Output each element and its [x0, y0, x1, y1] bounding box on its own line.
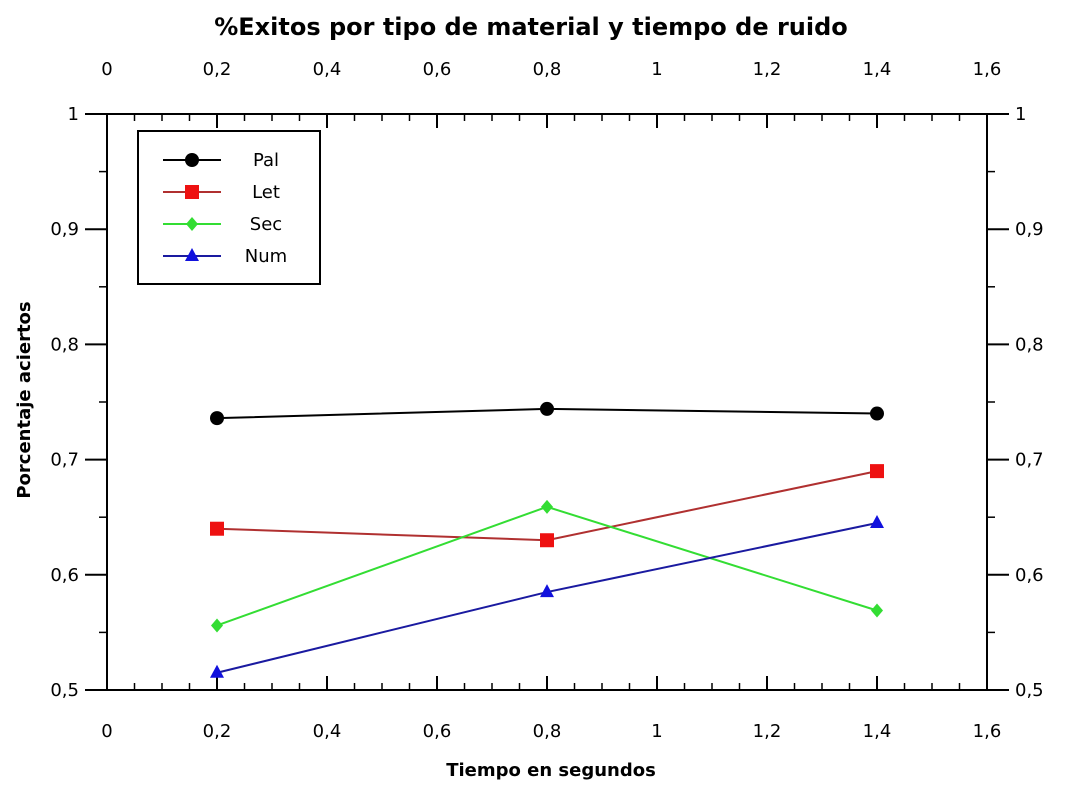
data-point-pal — [540, 401, 554, 416]
x-tick-label-top: 0,6 — [423, 59, 452, 80]
data-point-pal — [210, 411, 224, 426]
x-tick-label-bottom: 1,2 — [753, 721, 782, 742]
y-tick-label-left: 0,5 — [50, 680, 79, 701]
y-tick-label-right: 0,9 — [1015, 219, 1044, 240]
data-point-sec — [541, 499, 553, 514]
y-axis-title: Porcentaje aciertos — [14, 301, 35, 498]
x-tick-label-top: 1 — [651, 59, 662, 80]
x-tick-label-top: 1,2 — [753, 59, 782, 80]
legend-label-pal: Pal — [253, 150, 279, 171]
x-tick-label-top: 1,6 — [973, 59, 1002, 80]
y-tick-label-right: 1 — [1015, 104, 1026, 125]
axes-layer: 0 0 0,2 0,2 0,4 0,4 0,6 0,6 0,8 0,8 1 1 1,2 1,2 1,4 1,4… — [50, 59, 1043, 742]
x-tick-label-bottom: 0 — [101, 721, 112, 742]
data-point-let — [210, 521, 224, 536]
y-tick-label-right: 0,5 — [1015, 680, 1044, 701]
x-tick-label-bottom: 0,6 — [423, 721, 452, 742]
legend-marker-let — [185, 185, 199, 199]
legend-box — [137, 130, 321, 285]
y-tick-label-left: 0,8 — [50, 334, 79, 355]
x-tick-label-top: 1,4 — [863, 59, 892, 80]
y-tick-label-left: 1 — [68, 104, 79, 125]
data-point-let — [870, 464, 884, 479]
series-line-sec — [216, 505, 878, 627]
legend-label-num: Num — [245, 246, 287, 267]
x-tick-label-bottom: 0,8 — [533, 721, 562, 742]
y-tick-label-left: 0,6 — [50, 565, 79, 586]
series-layer — [210, 401, 884, 678]
data-point-let — [540, 533, 554, 548]
x-tick-label-top: 0,2 — [203, 59, 232, 80]
x-axis-title: Tiempo en segundos — [446, 760, 656, 781]
chart-title: %Exitos por tipo de material y tiempo de… — [214, 13, 848, 41]
x-tick-label-bottom: 1,6 — [973, 721, 1002, 742]
legend-marker-num — [185, 248, 199, 261]
x-tick-label-top: 0,8 — [533, 59, 562, 80]
data-point-pal — [870, 406, 884, 421]
legend-label-let: Let — [252, 182, 280, 203]
data-point-num — [210, 664, 224, 678]
x-tick-label-top: 0 — [101, 59, 112, 80]
x-tick-label-bottom: 1 — [651, 721, 662, 742]
x-tick-label-bottom: 1,4 — [863, 721, 892, 742]
legend-label-sec: Sec — [250, 214, 282, 235]
data-point-num — [870, 514, 884, 528]
data-point-num — [540, 584, 554, 598]
x-tick-label-bottom: 0,4 — [313, 721, 342, 742]
y-tick-label-left: 0,9 — [50, 219, 79, 240]
y-tick-label-right: 0,6 — [1015, 565, 1044, 586]
data-point-sec — [871, 603, 883, 618]
data-point-sec — [211, 618, 223, 633]
y-tick-label-right: 0,7 — [1015, 450, 1044, 471]
legend-marker-sec — [186, 217, 198, 231]
x-tick-label-bottom: 0,2 — [203, 721, 232, 742]
y-tick-label-left: 0,7 — [50, 450, 79, 471]
x-tick-label-top: 0,4 — [313, 59, 342, 80]
y-tick-label-right: 0,8 — [1015, 334, 1044, 355]
legend: Pal Let Sec Num — [137, 130, 321, 285]
legend-marker-pal — [185, 153, 199, 167]
